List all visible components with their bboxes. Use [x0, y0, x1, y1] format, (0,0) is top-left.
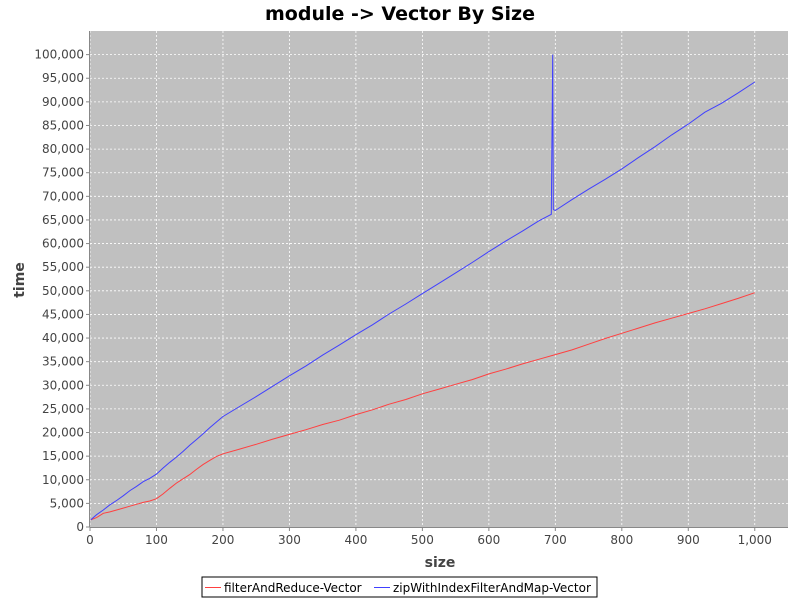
y-tick-label: 20,000: [42, 426, 84, 440]
legend: filterAndReduce-Vector zipWithIndexFilte…: [201, 576, 598, 598]
y-tick-label: 30,000: [42, 378, 84, 392]
x-tick-label: 900: [677, 533, 700, 547]
y-tick-label: 80,000: [42, 142, 84, 156]
x-tick-label: 600: [477, 533, 500, 547]
y-tick-label: 95,000: [42, 71, 84, 85]
x-tick-label: 100: [145, 533, 168, 547]
y-tick-label: 60,000: [42, 237, 84, 251]
y-tick-label: 75,000: [42, 166, 84, 180]
y-axis-ticks: 0 5,000 10,000 15,000 20,000 25,000 30,000 35,0…: [34, 48, 90, 534]
y-tick-label: 85,000: [42, 118, 84, 132]
y-tick-label: 65,000: [42, 213, 84, 227]
chart-title: module -> Vector By Size: [265, 3, 535, 25]
x-tick-label: 1,000: [738, 533, 772, 547]
grid: [89, 31, 788, 527]
y-tick-label: 100,000: [34, 48, 84, 62]
y-tick-label: 10,000: [42, 473, 84, 487]
y-tick-label: 15,000: [42, 449, 84, 463]
y-tick-label: 25,000: [42, 402, 84, 416]
y-tick-label: 0: [76, 520, 84, 534]
y-tick-label: 70,000: [42, 189, 84, 203]
legend-label-filter-and-reduce: filterAndReduce-Vector: [224, 581, 362, 595]
x-tick-label: 200: [211, 533, 234, 547]
y-tick-label: 55,000: [42, 260, 84, 274]
series-line-1: [90, 54, 756, 521]
y-tick-label: 40,000: [42, 331, 84, 345]
y-tick-label: 50,000: [42, 284, 84, 298]
legend-box: [201, 576, 598, 598]
x-tick-label: 500: [411, 533, 434, 547]
y-tick-label: 45,000: [42, 307, 84, 321]
series-layer: [90, 54, 756, 521]
y-tick-label: 90,000: [42, 95, 84, 109]
plot-area: [90, 31, 788, 527]
x-tick-label: 700: [544, 533, 567, 547]
x-axis-ticks: 0 100 200 300 400 500 600 700 800 900 1,000: [86, 527, 772, 547]
y-tick-label: 35,000: [42, 355, 84, 369]
x-tick-label: 800: [610, 533, 633, 547]
y-tick-label: 5,000: [50, 496, 84, 510]
x-tick-label: 0: [86, 533, 94, 547]
series-line-0: [90, 292, 755, 521]
axes: [89, 31, 788, 528]
x-tick-label: 400: [344, 533, 367, 547]
legend-label-zip-with-index: zipWithIndexFilterAndMap-Vector: [393, 581, 591, 595]
x-tick-label: 300: [278, 533, 301, 547]
x-axis-label: size: [425, 555, 456, 571]
y-axis-label: time: [12, 262, 28, 298]
